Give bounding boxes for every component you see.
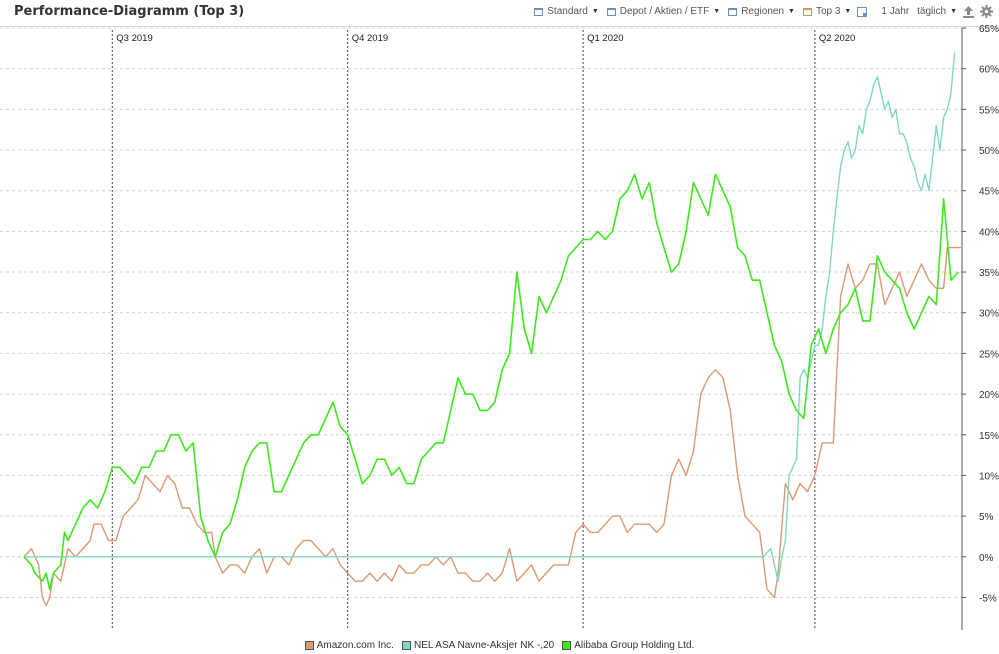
y-tick-label: 25% [979, 349, 999, 360]
regionen-label: Regionen [741, 6, 785, 17]
quarter-label: Q1 2020 [587, 33, 623, 44]
y-tick-label: 15% [979, 431, 999, 442]
quarter-label: Q3 2019 [116, 33, 152, 44]
period-label: 1 Jahr [881, 6, 910, 17]
view-box-icon [728, 7, 738, 16]
chart-title: Performance-Diagramm (Top 3) [14, 4, 245, 19]
grid-lines [0, 27, 962, 598]
interval-dropdown[interactable]: täglich ▼ [917, 6, 957, 17]
y-tick-label: 45% [979, 187, 999, 198]
quarter-label: Q4 2019 [352, 33, 388, 44]
standard-label: Standard [547, 6, 588, 17]
dropdown-caret-icon: ▼ [591, 8, 599, 15]
y-tick-label: 65% [979, 24, 999, 35]
legend-label-nel: NEL ASA Navne-Aksjer NK -,20 [413, 640, 555, 651]
y-tick-label: 50% [979, 146, 999, 157]
chart-toolbar: Standard ▼ Depot / Aktien / ETF ▼ Region… [526, 5, 993, 18]
interval-label: täglich [917, 6, 947, 17]
series-line-alibaba [23, 173, 959, 591]
standard-dropdown[interactable]: Standard ▼ [534, 6, 599, 17]
legend-item-alibaba[interactable]: Alibaba Group Holding Ltd. [562, 640, 694, 651]
chart-header: Performance-Diagramm (Top 3) Standard ▼ … [0, 0, 999, 27]
dropdown-caret-icon: ▼ [713, 8, 721, 15]
y-tick-label: 5% [979, 512, 994, 523]
period-dropdown[interactable]: 1 Jahr [881, 6, 909, 17]
top-dropdown[interactable]: Top 3 ▼ [802, 6, 852, 17]
chart-legend: Amazon.com Inc. NEL ASA Navne-Aksjer NK … [0, 640, 999, 651]
dropdown-caret-icon: ▼ [788, 8, 795, 15]
legend-label-alibaba: Alibaba Group Holding Ltd. [574, 640, 695, 651]
series-lines [23, 52, 962, 607]
y-tick-label: 35% [979, 268, 999, 279]
legend-swatch-alibaba [562, 641, 572, 650]
y-tick-label: 20% [979, 390, 999, 401]
y-tick-label: 60% [979, 65, 999, 76]
view-box-icon [802, 7, 812, 16]
series-line-amazon [23, 246, 962, 607]
view-box-icon [534, 7, 544, 16]
view-box-icon [606, 7, 616, 16]
y-axis: -5% 0% 5% 10% 15% 20% 25% 30% 35% 40% 45% 50% 55% 60%… [961, 24, 999, 630]
legend-item-nel[interactable]: NEL ASA Navne-Aksjer NK -,20 [401, 640, 555, 651]
legend-item-amazon[interactable]: Amazon.com Inc. [304, 640, 394, 651]
top-label: Top 3 [815, 6, 841, 17]
y-tick-label: 10% [979, 471, 999, 482]
series-line-nel [24, 52, 956, 582]
y-tick-label: 55% [979, 105, 999, 116]
legend-label-amazon: Amazon.com Inc. [316, 640, 394, 651]
legend-swatch-amazon [304, 641, 314, 650]
y-tick-label: -5% [979, 593, 997, 604]
dropdown-caret-icon: ▼ [950, 8, 957, 15]
depot-label: Depot / Aktien / ETF [619, 6, 710, 17]
y-tick-label: 40% [979, 227, 999, 238]
legend-swatch-nel [401, 641, 411, 650]
gear-icon[interactable] [980, 5, 993, 18]
depot-dropdown[interactable]: Depot / Aktien / ETF ▼ [606, 6, 721, 17]
dropdown-caret-icon: ▼ [844, 8, 852, 15]
view-toggle-icon[interactable] [857, 6, 868, 17]
export-upload-icon[interactable] [963, 5, 974, 18]
y-tick-label: 30% [979, 309, 999, 320]
quarter-label: Q2 2020 [819, 33, 855, 44]
quarter-markers: Q3 2019 Q4 2019 Q1 2020 Q2 2020 [111, 30, 855, 630]
y-tick-label: 0% [979, 553, 994, 564]
regionen-dropdown[interactable]: Regionen ▼ [728, 6, 795, 17]
